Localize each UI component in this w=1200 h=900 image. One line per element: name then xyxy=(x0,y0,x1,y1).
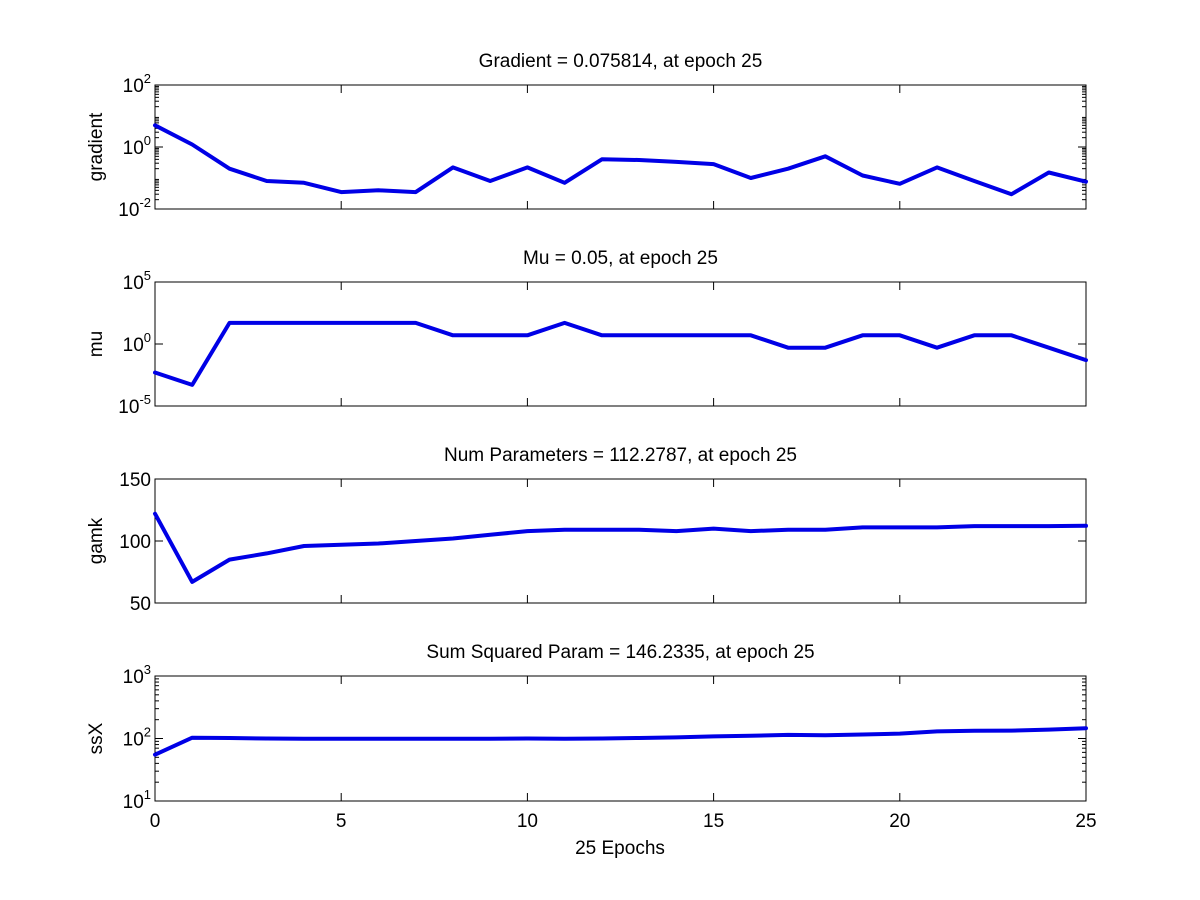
subplot-title: Mu = 0.05, at epoch 25 xyxy=(523,248,718,269)
y-tick-label: 150 xyxy=(119,470,151,491)
subplot-2: 10-5 100 105 Mu = 0.05, at epoch 25 mu xyxy=(86,248,1088,418)
y-axis-title: ssX xyxy=(86,722,107,754)
y-axis-title: mu xyxy=(86,331,107,357)
x-tick-label: 5 xyxy=(336,811,347,832)
series-line xyxy=(153,320,1088,387)
y-tick-label: 100 xyxy=(123,330,151,356)
subplots: 10-2 100 102 Gradient = 0.075814, at epoch … xyxy=(86,51,1088,813)
y-tick-label: 102 xyxy=(123,725,151,751)
x-tick-label: 25 xyxy=(1075,811,1096,832)
y-tick-label: 101 xyxy=(123,787,151,813)
x-tick-label: 10 xyxy=(517,811,538,832)
y-axis-title: gamk xyxy=(86,517,107,564)
x-tick-label: 15 xyxy=(703,811,724,832)
x-tick-label: 0 xyxy=(150,811,161,832)
subplot-3: 50 100 150 Num Parameters = 112.2787, at ep… xyxy=(86,445,1088,615)
y-tick-label: 100 xyxy=(119,532,151,553)
subplot-title: Sum Squared Param = 146.2335, at epoch 2… xyxy=(426,642,814,663)
x-tick-labels: 0 5 10 15 20 25 xyxy=(150,811,1097,832)
series-line xyxy=(153,511,1088,584)
series-line xyxy=(153,123,1088,197)
subplot-4: 101 102 103 Sum Squared Param = 146.2335, a… xyxy=(86,642,1088,813)
y-tick-label: 105 xyxy=(123,268,151,294)
subplot-title: Num Parameters = 112.2787, at epoch 25 xyxy=(444,445,797,466)
subplot-1: 10-2 100 102 Gradient = 0.075814, at epoch … xyxy=(86,51,1088,221)
series-line xyxy=(153,726,1088,757)
y-tick-label: 100 xyxy=(123,133,151,159)
y-tick-label: 50 xyxy=(130,594,151,615)
x-axis-title: 25 Epochs xyxy=(575,838,665,859)
y-tick-label: 103 xyxy=(123,662,151,688)
x-tick-label: 20 xyxy=(889,811,910,832)
y-tick-label: 10-2 xyxy=(118,195,151,221)
subplot-title: Gradient = 0.075814, at epoch 25 xyxy=(479,51,763,72)
y-axis-title: gradient xyxy=(86,112,107,181)
y-tick-label: 102 xyxy=(123,71,151,97)
y-tick-label: 10-5 xyxy=(118,392,151,418)
